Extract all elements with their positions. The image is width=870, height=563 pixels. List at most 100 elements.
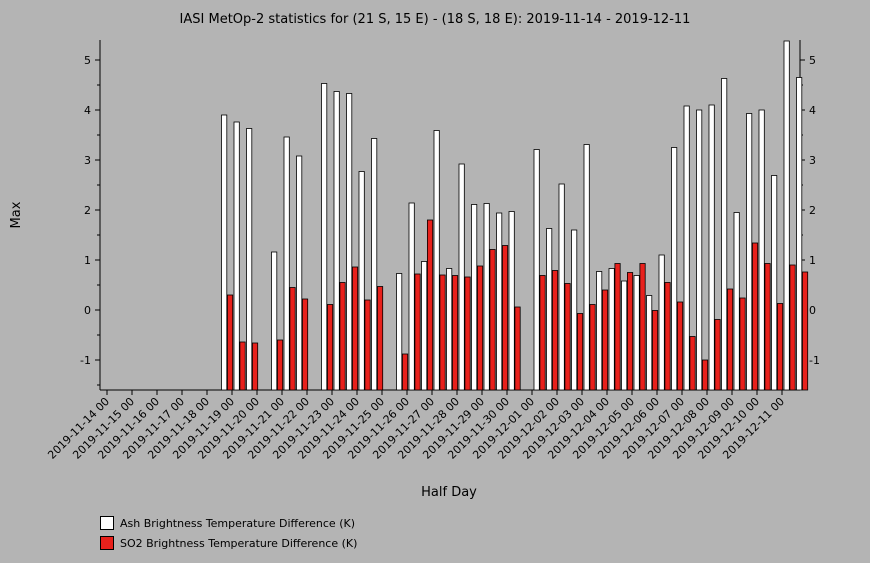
y-tick-label-right: 2	[809, 204, 816, 217]
ash-bar	[396, 273, 403, 391]
ash-bar	[733, 212, 740, 391]
ash-bar	[321, 83, 328, 391]
ash-bar	[483, 203, 490, 391]
so2-bar	[627, 272, 634, 391]
so2-bar	[802, 271, 809, 391]
so2-bar	[739, 297, 746, 391]
y-tick-label-right: -1	[809, 354, 820, 367]
y-tick-label-right: 0	[809, 304, 816, 317]
so2-bar	[539, 275, 546, 391]
so2-bar	[226, 294, 234, 391]
ash-bar	[783, 40, 790, 391]
legend-swatch-so2	[100, 536, 114, 550]
y-tick-label-right: 4	[809, 104, 816, 117]
so2-bar	[464, 276, 471, 391]
ash-bar	[333, 91, 340, 391]
y-tick-label-right: 1	[809, 254, 816, 267]
ash-bar	[533, 149, 540, 391]
ash-bar	[546, 228, 553, 391]
so2-bar	[664, 282, 671, 391]
so2-bar	[501, 245, 509, 391]
ash-bar	[246, 128, 253, 391]
y-tick-label-left: 1	[84, 254, 91, 267]
so2-bar	[714, 319, 721, 391]
y-tick-label-left: -1	[80, 354, 91, 367]
so2-bar	[476, 265, 484, 391]
ash-bar	[271, 251, 278, 391]
ash-bar	[296, 155, 303, 391]
so2-bar	[376, 286, 384, 391]
ash-bar	[671, 147, 678, 391]
x-axis-label: Half Day	[421, 485, 477, 500]
chart-title: IASI MetOp-2 statistics for (21 S, 15 E)…	[180, 12, 691, 27]
so2-bar	[727, 288, 734, 391]
ash-bar	[346, 93, 353, 391]
so2-bar	[614, 263, 621, 391]
ash-bar	[358, 171, 365, 391]
so2-bar	[514, 306, 521, 391]
ash-bar	[796, 77, 803, 391]
so2-bar	[301, 298, 309, 391]
ash-bar	[571, 229, 578, 391]
ash-bar	[696, 109, 703, 391]
so2-bar	[677, 301, 684, 391]
so2-bar	[702, 359, 709, 391]
ash-bar	[683, 105, 690, 391]
legend-swatch-ash	[100, 516, 114, 530]
ash-bar	[746, 113, 753, 391]
so2-bar	[364, 299, 371, 391]
so2-bar	[451, 275, 459, 391]
ash-bar	[658, 254, 665, 391]
so2-bar	[326, 304, 334, 391]
ash-bar	[621, 280, 628, 391]
ash-bar	[596, 271, 603, 391]
so2-bar	[777, 303, 784, 391]
ash-bar	[408, 202, 415, 391]
so2-bar	[401, 353, 409, 391]
y-tick-label-left: 2	[84, 204, 91, 217]
so2-bar	[351, 266, 359, 391]
y-tick-label-left: 5	[84, 54, 91, 67]
ash-bar	[721, 78, 728, 391]
so2-bar	[564, 283, 571, 391]
ash-bar	[771, 175, 778, 391]
so2-bar	[789, 264, 796, 391]
ash-bar	[446, 268, 453, 391]
legend-label-ash: Ash Brightness Temperature Difference (K…	[120, 516, 355, 530]
so2-bar	[752, 242, 759, 391]
so2-bar	[639, 263, 646, 391]
ash-bar	[508, 211, 515, 391]
ash-bar	[221, 114, 228, 391]
so2-bar	[602, 289, 609, 391]
ash-bar	[471, 204, 478, 391]
ash-bar	[433, 130, 440, 391]
legend-label-so2: SO2 Brightness Temperature Difference (K…	[120, 536, 358, 550]
so2-bar	[764, 263, 771, 391]
ash-bar	[583, 144, 590, 391]
ash-bar	[371, 138, 378, 391]
so2-bar	[276, 339, 284, 391]
so2-bar	[289, 287, 296, 391]
so2-bar	[577, 313, 584, 391]
y-tick-label-left: 0	[84, 304, 91, 317]
ash-bar	[708, 104, 715, 391]
y-tick-label-right: 5	[809, 54, 816, 67]
ash-bar	[233, 121, 240, 391]
so2-bar	[251, 342, 259, 391]
ash-bar	[646, 295, 653, 391]
ash-bar	[283, 136, 290, 391]
y-tick-label-left: 3	[84, 154, 91, 167]
so2-bar	[552, 270, 559, 391]
so2-bar	[652, 310, 659, 391]
y-axis-label: Max	[9, 201, 24, 228]
ash-bar	[496, 212, 503, 391]
so2-bar	[414, 273, 421, 391]
ash-bar	[421, 261, 428, 391]
ash-bar	[458, 163, 465, 391]
so2-bar	[589, 304, 596, 391]
so2-bar	[426, 219, 434, 391]
ash-bar	[633, 275, 640, 391]
so2-bar	[439, 274, 446, 391]
